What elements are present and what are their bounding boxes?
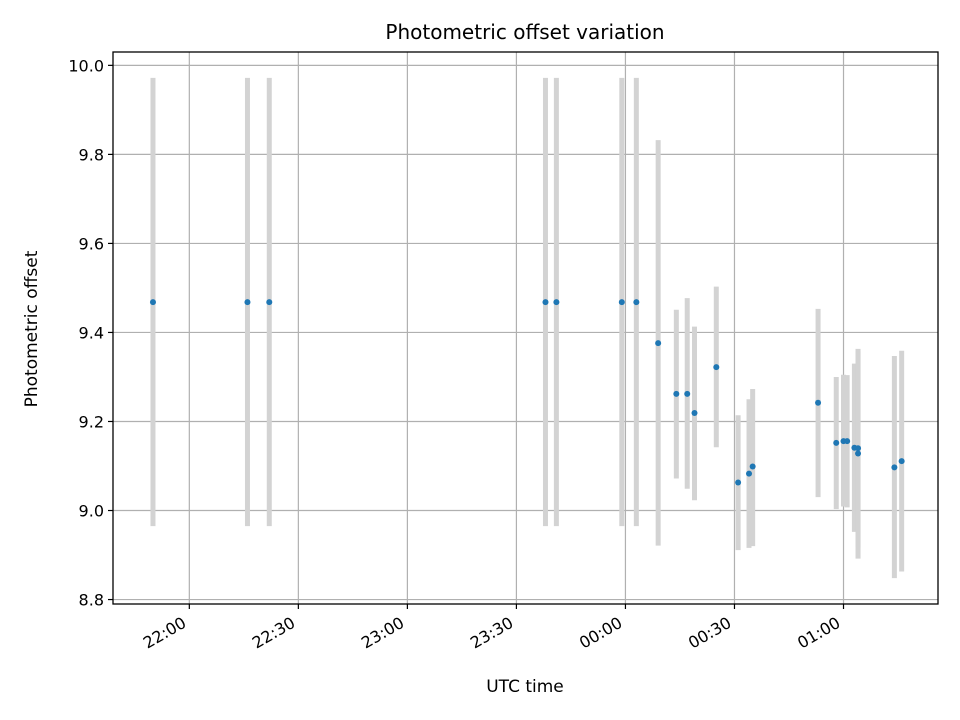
- y-tick-label: 9.0: [79, 502, 104, 521]
- data-point: [691, 410, 698, 417]
- data-point: [655, 340, 662, 347]
- plot-frame: [112, 51, 939, 605]
- data-point: [833, 439, 840, 446]
- data-point: [673, 390, 680, 397]
- data-point: [746, 470, 753, 477]
- data-point: [618, 299, 625, 306]
- data-point: [898, 458, 905, 465]
- data-point: [713, 364, 720, 371]
- data-point: [844, 438, 851, 445]
- grid-lines: [113, 52, 938, 604]
- data-point: [633, 299, 640, 306]
- y-tick-label: 10.0: [68, 56, 104, 75]
- chart-title: Photometric offset variation: [385, 20, 664, 44]
- data-point: [735, 479, 742, 486]
- data-points: [149, 299, 905, 486]
- y-axis-label: Photometric offset: [22, 250, 42, 407]
- data-point: [749, 463, 756, 470]
- data-point: [855, 450, 862, 457]
- data-point: [684, 390, 691, 397]
- data-point: [244, 299, 251, 306]
- data-point: [553, 299, 560, 306]
- data-point: [815, 399, 822, 406]
- data-point: [855, 445, 862, 452]
- y-axis-ticks: 8.8 9.0 9.2 9.4 9.6 9.8 10.0: [68, 56, 113, 610]
- data-point: [266, 299, 273, 306]
- y-tick-label: 9.8: [79, 145, 104, 164]
- y-tick-label: 8.8: [79, 591, 104, 610]
- data-point: [542, 299, 549, 306]
- y-tick-label: 9.2: [79, 412, 104, 431]
- y-tick-label: 9.4: [79, 323, 104, 342]
- data-point: [891, 464, 898, 471]
- y-tick-label: 9.6: [79, 234, 104, 253]
- data-point: [149, 299, 156, 306]
- x-axis-label: UTC time: [486, 677, 564, 697]
